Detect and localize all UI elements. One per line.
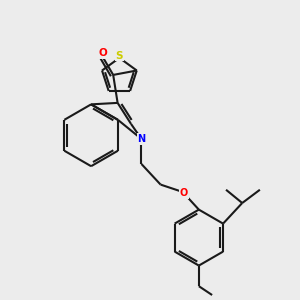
- Text: O: O: [180, 188, 188, 198]
- Text: S: S: [116, 50, 123, 61]
- Text: N: N: [137, 134, 146, 144]
- Text: O: O: [98, 48, 107, 58]
